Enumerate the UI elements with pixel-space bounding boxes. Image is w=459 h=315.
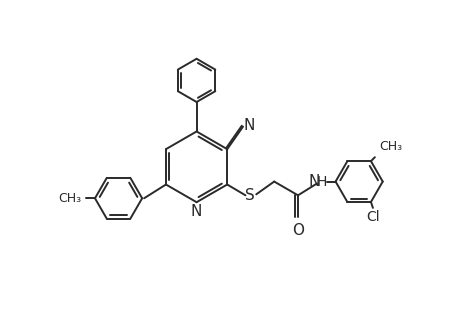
Text: O: O: [292, 223, 304, 238]
Text: N: N: [191, 204, 202, 219]
Text: N: N: [243, 118, 255, 133]
Text: CH₃: CH₃: [58, 192, 81, 205]
Text: N: N: [308, 174, 319, 189]
Text: H: H: [317, 175, 327, 189]
Text: CH₃: CH₃: [379, 140, 402, 153]
Text: Cl: Cl: [366, 210, 380, 224]
Text: S: S: [246, 188, 255, 203]
